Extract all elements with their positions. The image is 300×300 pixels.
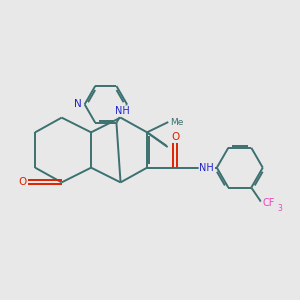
Text: CF: CF	[262, 198, 275, 208]
Text: NH: NH	[115, 106, 129, 116]
Text: O: O	[18, 177, 27, 188]
Text: NH: NH	[200, 163, 214, 173]
Text: O: O	[171, 132, 179, 142]
Text: N: N	[74, 99, 82, 110]
Text: Me: Me	[170, 118, 183, 127]
Text: 3: 3	[277, 204, 282, 213]
